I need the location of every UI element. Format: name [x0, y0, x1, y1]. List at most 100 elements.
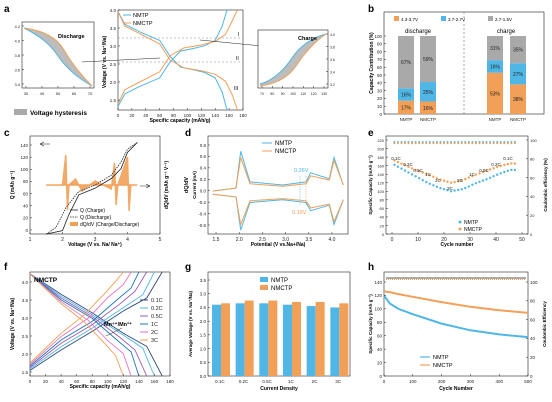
panel-a-roman-2: II — [236, 56, 239, 62]
y-tick-label: 80 — [530, 157, 535, 162]
capacity-point — [403, 169, 407, 172]
x-tick-label: 0 — [383, 379, 386, 384]
cv-cathodic-nmctp — [212, 193, 344, 227]
y-tick-label: 200 — [377, 146, 384, 151]
x-tick-label: 0 — [29, 379, 32, 384]
x-tick-label: 180 — [166, 379, 174, 384]
panel-g-bars — [212, 300, 349, 376]
ce-point — [450, 142, 453, 145]
capacity-point — [492, 175, 495, 178]
panel-a-roman-1: I — [238, 32, 239, 38]
x-tick-label: 500 — [524, 379, 532, 384]
panel-e-ylabel-right: Coulombic efficiency (%) — [543, 158, 548, 212]
x-tick-label: 1C — [288, 379, 295, 384]
y-tick-label: 30 — [377, 88, 383, 93]
capacity-point — [513, 162, 517, 165]
capacity-point — [492, 167, 495, 170]
capacity-point — [410, 173, 414, 176]
bar-value-label: 16% — [490, 64, 501, 70]
x-tick-label: 50 — [56, 91, 61, 96]
panel-a-arrow-right — [199, 39, 263, 47]
panel-a-main-xlabel: Specific capacity (mAh/g) — [150, 118, 211, 124]
panel-b-yticks: 0 10 20 30 40 50 60 70 80 90 100 — [374, 34, 386, 117]
panel-e-xticks: 0 10 20 30 40 50 — [391, 232, 525, 243]
x-tick-label: 3 — [94, 237, 97, 243]
y-tick-label: 1.5 — [22, 370, 29, 375]
x-tick-label: NMTP — [489, 117, 502, 122]
bar-value-label: 17% — [401, 105, 412, 111]
x-tick-label: 3.0 — [282, 237, 289, 243]
x-tick-label: 100 — [409, 379, 417, 384]
panel-h-letter: h — [368, 262, 374, 273]
y-tick-label: 20 — [23, 216, 29, 221]
y-tick-label: 40 — [380, 215, 385, 220]
panel-e: e 0 10 20 30 40 50 0 20 40 60 80 100 120 140 160 180 20… — [368, 128, 548, 248]
panel-a-left-inset-hysteresis — [24, 28, 92, 86]
x-tick-label: 4.0 — [329, 237, 336, 243]
capacity-point — [506, 162, 509, 166]
capacity-point — [453, 180, 456, 184]
ce-point — [439, 142, 442, 145]
capacity-point — [446, 180, 449, 183]
x-tick-label: 3C — [335, 379, 342, 384]
panel-a-right-inset-yticks: 3.2 3.4 3.6 3.8 4.0 — [326, 33, 335, 87]
panel-b-legend-swatch-1 — [394, 16, 399, 21]
y-tick-label: 3.5 — [110, 26, 117, 31]
y-tick-label: 100 — [377, 189, 384, 194]
bar-segment — [398, 36, 414, 89]
bar-value-label: 59% — [423, 57, 434, 63]
y-tick-label: 40 — [377, 81, 383, 86]
y-tick-label: 2.5 — [200, 305, 207, 310]
capacity-point — [449, 190, 453, 193]
y-tick-label: 10 — [377, 104, 383, 109]
panel-a-legend-nmctp: NMCTP — [133, 21, 153, 27]
panel-h-frame — [383, 271, 529, 377]
capacity-point — [442, 188, 446, 191]
x-tick-label: 1 — [29, 237, 32, 243]
panel-a-main-yticks: 1.5 2.0 2.5 3.0 3.5 4.0 — [110, 8, 120, 103]
bar-segment — [510, 36, 526, 64]
bar — [259, 303, 269, 376]
x-tick-label: 0.1C — [215, 379, 225, 384]
y-tick-label: 0.0 — [200, 189, 207, 194]
x-tick-label: 160 — [151, 379, 159, 384]
panel-c: c 1 2 3 4 5 0 20 40 60 80 100 120 140 Q (Charge) Q … — [4, 128, 170, 248]
panel-g-ylabel: Average Voltage (V vs. Na⁺/Na) — [188, 291, 193, 357]
rate-label: 0.2C — [491, 162, 501, 167]
bar-value-label: 25% — [423, 90, 434, 96]
bar — [306, 306, 316, 376]
x-tick-label: 30 — [467, 237, 473, 243]
capacity-point — [485, 178, 488, 181]
capacity-point — [464, 186, 467, 190]
panel-d-annotation-nmtp: 0.26V — [294, 168, 309, 174]
x-tick-label: 140 — [211, 113, 219, 118]
y-tick-label: 0.5 — [200, 360, 207, 365]
q-curve-1 — [46, 142, 138, 235]
bar-value-label: 31% — [490, 46, 501, 52]
y-tick-label: 220 — [377, 138, 384, 143]
legend-label: 0.1C — [151, 298, 163, 304]
x-tick-label: 100 — [184, 113, 192, 118]
panel-e-xlabel: Cycle number — [440, 242, 473, 248]
panel-e-frame — [385, 135, 529, 235]
x-tick-label: 80 — [270, 92, 274, 96]
ce-point — [396, 142, 399, 145]
y-tick-label: 0 — [382, 232, 385, 237]
panel-d-xlabel: Potential (V vs.Na+/Na) — [251, 242, 306, 248]
y-tick-label: 0.0 — [200, 374, 207, 379]
capacity-point — [460, 188, 463, 191]
y-tick-label: 1.5 — [110, 98, 117, 103]
x-tick-label: 20 — [441, 237, 447, 243]
panel-d-ylabel2: dQ/dV — [184, 177, 190, 194]
x-tick-label: 20 — [129, 113, 135, 118]
panel-a-right-inset-xticks: 70 80 90 100 110 120 130 — [260, 86, 327, 96]
legend-label: 0.2C — [151, 306, 163, 312]
panel-d-legend-nmtp: NMTP — [275, 141, 292, 147]
panel-c-ylabel-right: dQ/dV (mAh g⁻¹ V⁻¹) — [164, 161, 170, 210]
panel-d-annotation-nmctp: 0.19V — [292, 210, 307, 216]
hysteresis-legend-swatch — [14, 109, 27, 115]
bar-value-label: 16% — [401, 93, 412, 99]
ce-point — [464, 142, 467, 145]
capacity-point — [496, 165, 499, 169]
